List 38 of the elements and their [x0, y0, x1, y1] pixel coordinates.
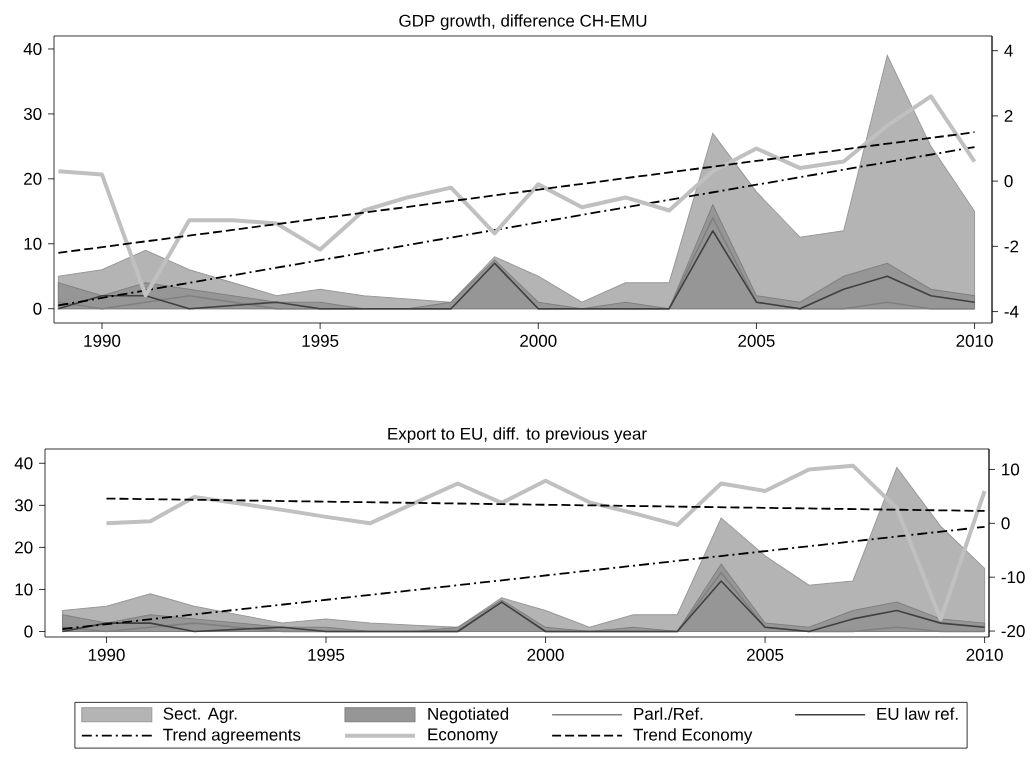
- x-tick-label: 2010: [966, 648, 1003, 661]
- y-tick-label: 10: [15, 583, 33, 596]
- x-tick-label: 1995: [302, 334, 339, 347]
- legend-label: EU law ref.: [877, 707, 958, 720]
- y-tick-label: 20: [24, 172, 42, 185]
- y-tick-label: 40: [23, 42, 42, 55]
- legend-label: Sect. Agr.: [163, 707, 237, 724]
- y-tick-label: 20: [15, 541, 33, 554]
- y2-tick-label: 4: [1004, 44, 1013, 57]
- y-tick-label: 0: [24, 625, 33, 638]
- x-tick-label: 1990: [88, 648, 125, 661]
- y2-tick-label: 2: [1004, 109, 1013, 122]
- y2-tick-label: -10: [1001, 571, 1025, 584]
- x-tick-label: 2000: [520, 334, 557, 347]
- y-tick-label: 30: [23, 107, 42, 120]
- y2-tick-label: -4: [1004, 305, 1019, 318]
- y-tick-label: 40: [14, 457, 33, 470]
- y2-tick-label: 10: [1002, 463, 1020, 476]
- x-tick-label: 2010: [956, 334, 993, 347]
- x-tick-label: 1995: [308, 648, 345, 661]
- x-tick-label: 1990: [84, 334, 121, 347]
- y-tick-label: 30: [14, 499, 33, 512]
- x-tick-label: 2005: [738, 334, 775, 347]
- x-tick-label: 2000: [527, 648, 564, 661]
- y2-tick-label: -2: [1004, 240, 1019, 253]
- x-tick-label: 2005: [747, 648, 784, 661]
- legend-label: Economy: [428, 728, 498, 744]
- y2-tick-label: 0: [1001, 517, 1010, 530]
- legend-label: Parl./Ref.: [634, 707, 703, 720]
- legend-label: Negotiated: [428, 707, 509, 724]
- y-tick-label: 0: [33, 302, 42, 315]
- y2-tick-label: 0: [1004, 175, 1013, 188]
- y2-tick-label: -20: [1001, 625, 1025, 638]
- chart-title: GDP growth, difference CH-EMU: [399, 14, 647, 31]
- legend-label: Trend Economy: [633, 728, 753, 745]
- y-tick-label: 10: [24, 237, 42, 250]
- chart-title: Export to EU, diff. to previous year: [388, 427, 647, 444]
- legend-label: Trend agreements: [163, 728, 301, 745]
